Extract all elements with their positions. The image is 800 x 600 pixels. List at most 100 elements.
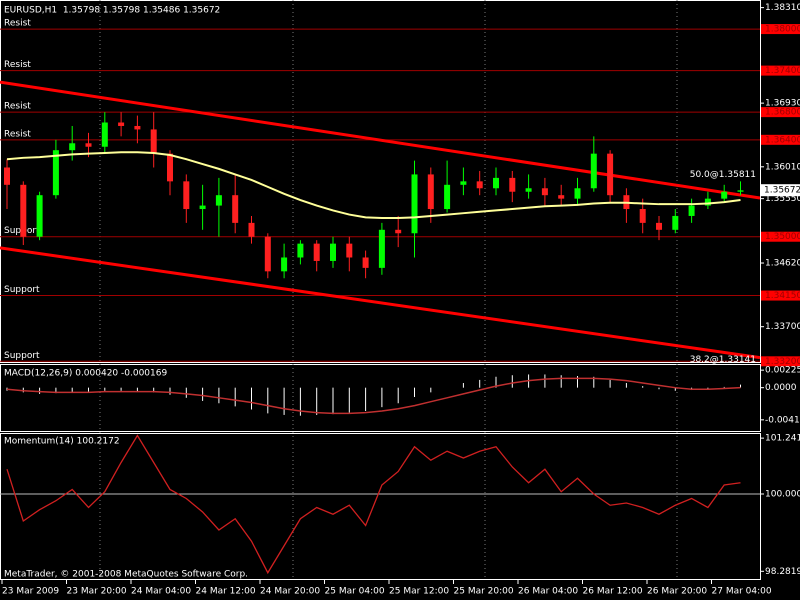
x-tick-label: 25 Mar 12:00 xyxy=(389,587,449,597)
x-tick-label: 27 Mar 04:00 xyxy=(712,587,772,597)
current-price-label: 1.35672 xyxy=(764,186,800,196)
candle-body xyxy=(313,243,320,261)
level-label: 1.35000 xyxy=(765,232,800,242)
candle-body xyxy=(378,229,385,268)
candle-body xyxy=(134,125,141,130)
frames xyxy=(0,0,761,580)
candle-body xyxy=(281,257,288,272)
x-tick-label: 24 Mar 20:00 xyxy=(260,587,320,597)
x-tick-label: 25 Mar 04:00 xyxy=(325,587,385,597)
level-name: Support xyxy=(4,351,40,361)
y-tick-label: 101.241 xyxy=(765,434,800,444)
trendline xyxy=(0,246,761,360)
fib-label: 50.0@1.35811 xyxy=(690,170,756,180)
candle-body xyxy=(721,191,728,199)
candle-body xyxy=(183,181,190,210)
level-tag xyxy=(761,290,800,301)
level-name: Resist xyxy=(4,19,31,29)
candle-body xyxy=(607,153,614,196)
y-tick-label: 1.36010 xyxy=(765,162,800,172)
level-label: 1.36400 xyxy=(765,135,800,145)
candle-body xyxy=(525,188,532,192)
macd-signal xyxy=(6,377,741,415)
y-tick-label: 1.35550 xyxy=(765,194,800,204)
candle-body xyxy=(737,190,744,192)
candle-body xyxy=(85,143,92,147)
candle-body xyxy=(574,188,581,199)
candle-body xyxy=(101,122,108,147)
candle-body xyxy=(411,174,418,234)
candle-body xyxy=(704,198,711,206)
candle-body xyxy=(460,181,467,185)
level-label: 1.36800 xyxy=(765,108,800,118)
level-name: Support xyxy=(4,285,40,295)
candle-body xyxy=(20,184,27,237)
level-tag xyxy=(761,24,800,35)
level-label: 1.37400 xyxy=(765,66,800,76)
momentum-title: Momentum(14) 100.2172 xyxy=(4,437,120,447)
level-tag xyxy=(761,134,800,145)
fib-label: 38.2@1.33141 xyxy=(690,355,756,365)
candle-body xyxy=(69,143,76,151)
current-price-box xyxy=(761,184,800,197)
candle-body xyxy=(150,129,157,154)
level-tag xyxy=(761,231,800,242)
candle-body xyxy=(248,222,255,237)
y-tick-label: 0.002252 xyxy=(765,366,800,376)
y-tick-label: 100.0000 xyxy=(765,489,800,499)
candle-body xyxy=(167,153,173,182)
level-name: Resist xyxy=(4,60,31,70)
moving-average xyxy=(6,151,741,220)
level-label: 1.38000 xyxy=(765,25,800,35)
macd-title: MACD(12,26,9) 0.000420 -0.000169 xyxy=(4,369,167,379)
candle-body xyxy=(672,215,679,230)
copyright: MetaTrader, © 2001-2008 MetaQuotes Softw… xyxy=(4,570,248,580)
y-tick-label: 1.38310 xyxy=(765,3,800,13)
y-tick-label: 1.36930 xyxy=(765,99,800,109)
x-tick-label: 24 Mar 12:00 xyxy=(196,587,256,597)
x-tick-label: 25 Mar 20:00 xyxy=(454,587,514,597)
candle-body xyxy=(346,243,353,258)
x-tick-label: 26 Mar 04:00 xyxy=(518,587,578,597)
candle-body xyxy=(264,236,271,272)
level-tag xyxy=(761,356,800,367)
level-label: 1.34150 xyxy=(765,291,800,301)
y-tick-label: 98.2819 xyxy=(765,567,800,577)
y-tick-label: -0.00413 xyxy=(765,415,800,425)
candle-body xyxy=(362,257,369,268)
candle-body xyxy=(558,195,565,199)
trendline xyxy=(0,80,761,200)
candle-body xyxy=(590,153,597,189)
x-tick-label: 23 Mar 20:00 xyxy=(67,587,127,597)
macd-frame xyxy=(0,364,761,432)
y-tick-label: 1.34620 xyxy=(765,259,800,269)
level-name: Resist xyxy=(4,102,31,112)
candle-body xyxy=(476,181,483,189)
candle-body xyxy=(52,150,59,196)
level-label: 1.33200 xyxy=(765,357,800,367)
candle-body xyxy=(639,209,646,223)
x-tick-label: 26 Mar 12:00 xyxy=(583,587,643,597)
x-tick-label: 23 Mar 2009 xyxy=(2,587,59,597)
candle-body xyxy=(688,205,695,216)
candle-body xyxy=(444,184,451,210)
momentum-line xyxy=(6,434,741,575)
candle-body xyxy=(36,195,43,237)
candle-body xyxy=(656,222,662,230)
level-tag xyxy=(761,65,800,76)
main-frame xyxy=(0,0,761,363)
x-tick-label: 24 Mar 04:00 xyxy=(131,587,191,597)
candle-body xyxy=(509,177,516,192)
y-tick-label: 1.33700 xyxy=(765,322,800,332)
main-title: EURUSD,H1 1.35798 1.35798 1.35486 1.3567… xyxy=(4,6,220,16)
candle-body xyxy=(330,243,336,261)
candle-body xyxy=(297,243,304,258)
candle-body xyxy=(118,122,125,126)
candle-body xyxy=(4,167,10,185)
candle-body xyxy=(541,188,548,196)
candle-body xyxy=(427,174,434,210)
candle-body xyxy=(215,195,222,206)
y-tick-label: 0.0000 xyxy=(765,383,797,393)
